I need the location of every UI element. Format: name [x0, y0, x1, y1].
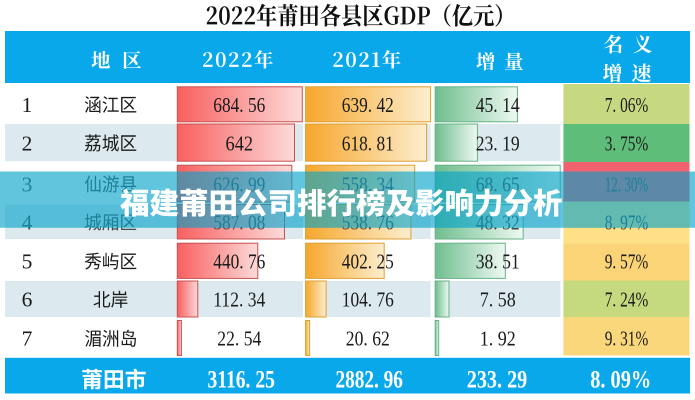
svg-text:618. 81: 618. 81: [342, 131, 394, 155]
svg-text:402. 25: 402. 25: [342, 250, 394, 274]
svg-text:642: 642: [226, 131, 254, 155]
svg-text:3116. 25: 3116. 25: [207, 367, 275, 394]
svg-text:233. 29: 233. 29: [467, 367, 528, 394]
svg-text:1: 1: [22, 93, 33, 117]
svg-text:7: 7: [22, 327, 33, 351]
svg-text:2: 2: [22, 131, 33, 155]
svg-text:9. 57%: 9. 57%: [605, 250, 649, 274]
svg-text:38. 51: 38. 51: [476, 250, 520, 274]
svg-text:8. 09%: 8. 09%: [590, 367, 651, 394]
svg-text:1. 92: 1. 92: [480, 327, 516, 351]
svg-text:3. 75%: 3. 75%: [605, 131, 649, 155]
svg-text:5: 5: [22, 250, 33, 274]
svg-text:6: 6: [22, 288, 33, 312]
svg-text:684. 56: 684. 56: [213, 93, 265, 117]
svg-text:2882. 96: 2882. 96: [335, 367, 403, 394]
svg-text:639. 42: 639. 42: [342, 93, 394, 117]
svg-text:20. 62: 20. 62: [346, 327, 390, 351]
svg-text:440. 76: 440. 76: [213, 250, 265, 274]
svg-text:9. 31%: 9. 31%: [605, 327, 649, 351]
svg-text:112. 34: 112. 34: [213, 288, 265, 312]
svg-text:7. 06%: 7. 06%: [605, 93, 649, 117]
svg-text:104. 76: 104. 76: [342, 288, 394, 312]
svg-text:7. 58: 7. 58: [480, 288, 516, 312]
svg-text:7. 24%: 7. 24%: [605, 288, 649, 312]
svg-text:23. 19: 23. 19: [476, 131, 520, 155]
svg-text:22. 54: 22. 54: [217, 327, 261, 351]
svg-text:45. 14: 45. 14: [476, 93, 520, 117]
